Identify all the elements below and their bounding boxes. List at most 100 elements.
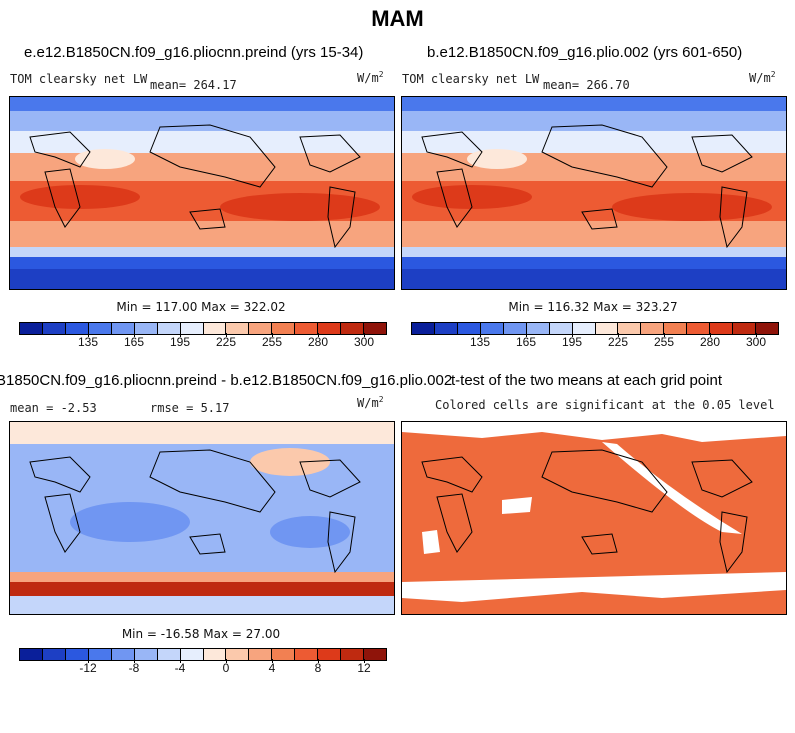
colorbar-swatch <box>203 649 227 660</box>
colorbar-swatch <box>756 323 778 334</box>
panel4-coastlines <box>421 449 753 574</box>
colorbar-swatch <box>318 323 342 334</box>
panel3-units: W/m2 <box>357 395 384 410</box>
colorbar-tick-mark <box>88 659 89 663</box>
colorbar-swatch <box>134 649 158 660</box>
colorbar-tick-label: 280 <box>307 335 329 349</box>
panel4-map <box>401 421 787 615</box>
colorbar-swatch <box>549 323 573 334</box>
colorbar-tick-mark <box>134 659 135 663</box>
colorbar-swatch <box>88 323 112 334</box>
colorbar-tick-label: 135 <box>77 335 99 349</box>
panel2-map <box>401 96 787 290</box>
panel1-units: W/m2 <box>357 70 384 85</box>
colorbar-tick-mark <box>272 333 273 337</box>
panel3-title: B1850CN.f09_g16.pliocnn.preind - b.e12.B… <box>0 372 453 389</box>
colorbar-tick-mark <box>526 333 527 337</box>
colorbar-tick-mark <box>318 659 319 663</box>
colorbar-swatch <box>526 323 550 334</box>
colorbar-swatch <box>42 323 66 334</box>
colorbar-tick-label: 300 <box>353 335 375 349</box>
colorbar-swatch <box>733 323 757 334</box>
colorbar-swatch <box>134 323 158 334</box>
figure-title: MAM <box>371 6 424 31</box>
panel1-colorbar-ticks: 135 165 195 225 255 280 300 <box>19 333 385 351</box>
colorbar-tick-label: 195 <box>169 335 191 349</box>
colorbar-swatch <box>572 323 596 334</box>
panel1-map <box>9 96 395 290</box>
colorbar-tick-label: 135 <box>469 335 491 349</box>
panel3-coastlines <box>29 449 361 574</box>
colorbar-tick-mark <box>226 333 227 337</box>
panel1-colorbar <box>19 322 387 335</box>
panel1-minmax: Min = 117.00 Max = 322.02 <box>116 300 286 314</box>
colorbar-tick-label: 225 <box>215 335 237 349</box>
panel2-colorbar-ticks: 135 165 195 225 255 280 300 <box>411 333 777 351</box>
colorbar-swatch <box>295 649 319 660</box>
panel3-map <box>9 421 395 615</box>
colorbar-swatch <box>180 323 204 334</box>
colorbar-swatch <box>111 649 135 660</box>
colorbar-tick-label: 165 <box>123 335 145 349</box>
colorbar-swatch <box>65 649 89 660</box>
colorbar-tick-label: 12 <box>357 661 371 675</box>
colorbar-tick-mark <box>618 333 619 337</box>
colorbar-swatch <box>42 649 66 660</box>
panel3-rmse: rmse = 5.17 <box>150 401 230 415</box>
colorbar-swatch <box>20 649 43 660</box>
colorbar-tick-label: 8 <box>314 661 322 675</box>
panel1-mean: mean= 264.17 <box>150 78 237 92</box>
colorbar-tick-mark <box>180 333 181 337</box>
colorbar-tick-mark <box>664 333 665 337</box>
colorbar-swatch <box>641 323 665 334</box>
colorbar-swatch <box>20 323 43 334</box>
colorbar-tick-label: -8 <box>128 661 140 675</box>
colorbar-swatch <box>618 323 642 334</box>
panel1-title: e.e12.B1850CN.f09_g16.pliocnn.preind (yr… <box>24 44 364 61</box>
panel3-minmax: Min = -16.58 Max = 27.00 <box>121 627 281 641</box>
colorbar-tick-label: 195 <box>561 335 583 349</box>
colorbar-tick-label: 0 <box>222 661 230 675</box>
panel3-colorbar <box>19 648 387 661</box>
colorbar-tick-label: -12 <box>79 661 97 675</box>
colorbar-tick-mark <box>572 333 573 337</box>
colorbar-swatch <box>65 323 89 334</box>
colorbar-swatch <box>111 323 135 334</box>
panel2-mean: mean= 266.70 <box>543 78 630 92</box>
panel2-title: b.e12.B1850CN.f09_g16.plio.002 (yrs 601-… <box>427 44 743 61</box>
panel4-subtitle: Colored cells are significant at the 0.0… <box>435 398 775 412</box>
panel2-variable: TOM clearsky net LW <box>402 72 540 86</box>
colorbar-tick-mark <box>272 659 273 663</box>
colorbar-swatch <box>480 323 504 334</box>
colorbar-tick-mark <box>710 333 711 337</box>
colorbar-tick-mark <box>480 333 481 337</box>
panel2-minmax: Min = 116.32 Max = 323.27 <box>508 300 678 314</box>
colorbar-tick-mark <box>364 659 365 663</box>
panel2-units: W/m2 <box>749 70 776 85</box>
colorbar-swatch <box>364 649 386 660</box>
panel2-map-svg <box>402 97 786 289</box>
panel3-map-svg <box>10 422 394 614</box>
colorbar-tick-label: 225 <box>607 335 629 349</box>
panel2-coastlines <box>421 124 753 249</box>
panel3-colorbar-ticks: -12 -8 -4 0 4 8 12 <box>19 659 385 677</box>
colorbar-swatch <box>664 323 688 334</box>
colorbar-swatch <box>687 323 711 334</box>
colorbar-tick-mark <box>180 659 181 663</box>
colorbar-swatch <box>226 323 250 334</box>
colorbar-swatch <box>503 323 527 334</box>
colorbar-swatch <box>341 323 365 334</box>
colorbar-swatch <box>295 323 319 334</box>
colorbar-tick-label: -4 <box>174 661 186 675</box>
colorbar-swatch <box>272 649 296 660</box>
panel1-coastlines <box>29 124 361 249</box>
colorbar-tick-label: 255 <box>261 335 283 349</box>
colorbar-tick-label: 280 <box>699 335 721 349</box>
colorbar-swatch <box>272 323 296 334</box>
colorbar-swatch <box>434 323 458 334</box>
colorbar-swatch <box>318 649 342 660</box>
colorbar-tick-mark <box>88 333 89 337</box>
colorbar-swatch <box>249 649 273 660</box>
colorbar-swatch <box>457 323 481 334</box>
colorbar-tick-label: 255 <box>653 335 675 349</box>
